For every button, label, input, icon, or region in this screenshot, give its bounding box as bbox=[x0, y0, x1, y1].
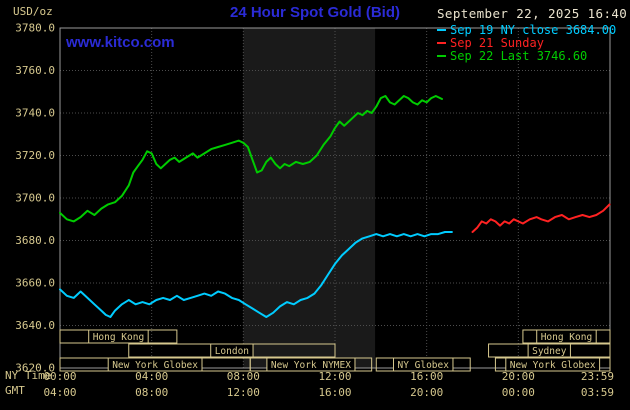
legend-item-sep19-close: Sep 19 NY close 3684.00 bbox=[437, 22, 617, 37]
session-label: New York NYMEX bbox=[271, 360, 351, 371]
gmt-tick-label: 00:00 bbox=[502, 386, 535, 399]
session-label-box bbox=[107, 357, 203, 372]
legend-label: Sep 21 Sunday bbox=[450, 35, 544, 50]
legend-dash-icon bbox=[437, 28, 446, 31]
series-line-sep21 bbox=[471, 203, 611, 233]
session-label-box bbox=[392, 357, 454, 372]
y-tick-label: 3700.0 bbox=[15, 192, 55, 205]
session-label-box bbox=[88, 329, 149, 344]
gmt-tick-label: 12:00 bbox=[227, 386, 260, 399]
session-label: Hong Kong bbox=[541, 332, 592, 343]
gmt-tick-label: 16:00 bbox=[318, 386, 351, 399]
gmt-tick-label: 03:59 bbox=[581, 386, 614, 399]
session-label-box bbox=[527, 343, 571, 358]
session-label: New York Globex bbox=[510, 360, 596, 371]
gmt-tick-label: 04:00 bbox=[43, 386, 76, 399]
chart-title: 24 Hour Spot Gold (Bid) bbox=[230, 4, 400, 21]
legend-label: Sep 19 NY close 3684.00 bbox=[450, 22, 617, 37]
series-line-sep19 bbox=[59, 231, 453, 318]
session-label: London bbox=[215, 346, 249, 357]
gmt-axis-label: GMT bbox=[5, 384, 25, 397]
session-label: Hong Kong bbox=[93, 332, 144, 343]
session-label-box bbox=[536, 329, 597, 344]
ny-time-tick-label: 08:00 bbox=[227, 370, 260, 383]
gmt-tick-label: 20:00 bbox=[410, 386, 443, 399]
y-tick-label: 3780.0 bbox=[15, 22, 55, 35]
datetime-label: September 22, 2025 16:40 bbox=[437, 6, 628, 21]
legend-dash-icon bbox=[437, 54, 446, 57]
y-tick-label: 3740.0 bbox=[15, 107, 55, 120]
ny-time-tick-label: 16:00 bbox=[410, 370, 443, 383]
session-label: Sydney bbox=[532, 346, 567, 357]
ny-time-tick-label: 04:00 bbox=[135, 370, 168, 383]
session-label-box bbox=[210, 343, 254, 358]
unit-label: USD/oz bbox=[13, 5, 53, 18]
y-tick-label: 3640.0 bbox=[15, 319, 55, 332]
y-tick-label: 3680.0 bbox=[15, 234, 55, 247]
session-label-box bbox=[505, 357, 601, 372]
session-label-box bbox=[266, 357, 356, 372]
y-tick-label: 3620.0 bbox=[15, 362, 55, 375]
ny-time-tick-label: 20:00 bbox=[502, 370, 535, 383]
session-label: NY Globex bbox=[397, 360, 449, 371]
series-line-sep22 bbox=[59, 95, 443, 223]
legend-label: Sep 22 Last 3746.60 bbox=[450, 48, 588, 63]
legend-dash-icon bbox=[437, 41, 446, 44]
ny-time-tick-label: 00:00 bbox=[43, 370, 76, 383]
y-tick-label: 3660.0 bbox=[15, 277, 55, 290]
legend-item-sep22-last: Sep 22 Last 3746.60 bbox=[437, 48, 616, 63]
ny-time-tick-label: 12:00 bbox=[318, 370, 351, 383]
session-label: New York Globex bbox=[112, 360, 198, 371]
y-tick-label: 3720.0 bbox=[15, 149, 55, 162]
kitco-watermark-link[interactable]: www.kitco.com bbox=[66, 34, 175, 51]
y-tick-label: 3760.0 bbox=[15, 64, 55, 77]
ny-time-axis-label: NY Time bbox=[5, 369, 52, 382]
legend-item-sep21-sunday: Sep 21 Sunday bbox=[437, 35, 616, 50]
legend: Sep 19 NY close 3684.00 Sep 21 Sunday Se… bbox=[437, 22, 617, 63]
gmt-tick-label: 08:00 bbox=[135, 386, 168, 399]
ny-time-tick-label: 23:59 bbox=[581, 370, 614, 383]
